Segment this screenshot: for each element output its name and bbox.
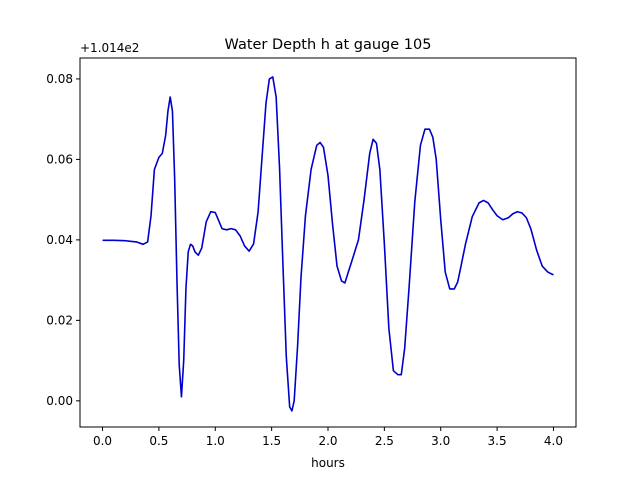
x-tick-label: 1.5 — [262, 434, 281, 448]
x-axis: 0.0 0.5 1.0 1.5 2.0 2.5 3.0 3.5 4.0 — [93, 427, 563, 448]
x-tick-label: 2.5 — [375, 434, 394, 448]
y-axis: 0.00 0.02 0.04 0.06 0.08 — [46, 72, 80, 408]
y-axis-offset-label: +1.014e2 — [80, 41, 139, 55]
x-tick-label: 2.0 — [318, 434, 337, 448]
series-line — [102, 76, 554, 412]
plot-area — [79, 57, 577, 428]
x-tick-label: 0.0 — [93, 434, 112, 448]
y-tick-label: 0.02 — [46, 313, 73, 327]
y-tick-label: 0.08 — [46, 72, 73, 86]
y-tick-label: 0.06 — [46, 152, 73, 166]
y-tick-label: 0.04 — [46, 233, 73, 247]
x-tick-label: 4.0 — [544, 434, 563, 448]
x-tick-label: 1.0 — [206, 434, 225, 448]
x-tick-label: 3.5 — [488, 434, 507, 448]
y-tick-label: 0.00 — [46, 394, 73, 408]
x-axis-label: hours — [311, 456, 345, 470]
chart-title: Water Depth h at gauge 105 — [225, 37, 432, 53]
x-tick-label: 0.5 — [149, 434, 168, 448]
x-tick-label: 3.0 — [431, 434, 450, 448]
